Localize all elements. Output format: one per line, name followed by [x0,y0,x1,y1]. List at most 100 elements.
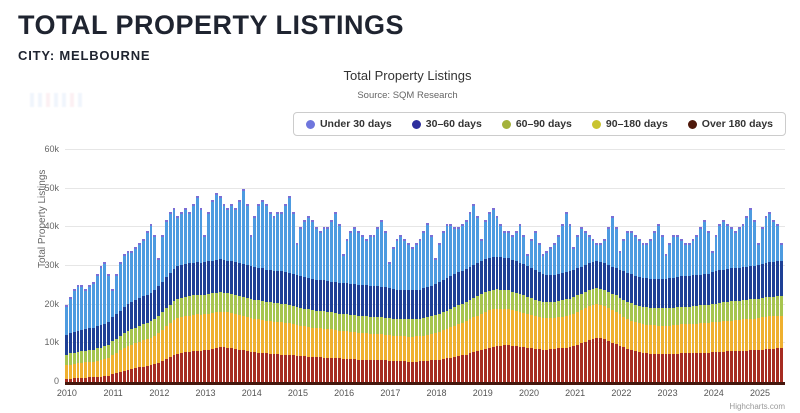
column-segment[interactable] [287,354,291,382]
column-segment[interactable] [779,242,783,262]
column-segment[interactable] [583,231,587,265]
column-segment[interactable] [199,295,203,315]
column-segment[interactable] [76,363,80,379]
column-segment[interactable] [326,312,330,330]
column-segment[interactable] [622,347,626,382]
column-segment[interactable] [753,266,756,300]
column-segment[interactable] [318,310,322,329]
column-segment[interactable] [580,266,583,294]
column-segment[interactable] [480,313,483,350]
column-segment[interactable] [603,339,606,382]
column-segment[interactable] [472,204,476,265]
column-segment[interactable] [753,219,756,267]
column-segment[interactable] [518,346,522,382]
column-segment[interactable] [518,223,522,263]
column-segment[interactable] [683,353,687,382]
column-segment[interactable] [268,211,272,270]
column-segment[interactable] [706,304,710,323]
column-segment[interactable] [341,254,345,284]
column-segment[interactable] [468,211,472,267]
column-segment[interactable] [157,258,161,287]
column-segment[interactable] [695,274,699,306]
column-segment[interactable] [722,302,726,322]
column-segment[interactable] [280,271,284,304]
column-segment[interactable] [199,314,203,352]
column-segment[interactable] [264,320,268,354]
column-segment[interactable] [514,310,518,347]
column-segment[interactable] [445,223,449,279]
column-segment[interactable] [691,274,695,306]
column-segment[interactable] [253,352,257,382]
column-segment[interactable] [65,365,68,379]
column-segment[interactable] [65,304,68,336]
column-segment[interactable] [630,320,633,351]
column-segment[interactable] [599,338,603,382]
column-segment[interactable] [760,227,764,265]
column-segment[interactable] [737,300,741,321]
column-segment[interactable] [599,304,603,339]
column-segment[interactable] [606,264,610,292]
column-segment[interactable] [103,323,107,347]
column-segment[interactable] [357,332,360,360]
column-segment[interactable] [476,315,480,352]
column-segment[interactable] [153,235,157,291]
column-segment[interactable] [468,319,472,354]
column-segment[interactable] [372,316,376,334]
column-segment[interactable] [768,316,772,349]
column-segment[interactable] [172,208,176,269]
column-segment[interactable] [284,354,287,382]
column-segment[interactable] [741,319,745,351]
column-segment[interactable] [111,341,114,355]
column-segment[interactable] [541,349,545,382]
column-segment[interactable] [287,305,291,324]
column-segment[interactable] [218,311,222,348]
column-segment[interactable] [337,330,341,359]
column-segment[interactable] [576,312,580,345]
column-segment[interactable] [610,266,614,294]
column-segment[interactable] [487,310,491,348]
column-segment[interactable] [660,354,664,382]
column-segment[interactable] [557,235,560,275]
column-segment[interactable] [184,296,187,316]
column-segment[interactable] [203,294,207,314]
column-segment[interactable] [91,377,95,382]
column-segment[interactable] [380,317,384,335]
column-segment[interactable] [218,196,222,260]
column-segment[interactable] [760,264,764,299]
legend-item-5[interactable]: Over 180 days [687,118,773,130]
column-segment[interactable] [191,314,195,352]
column-segment[interactable] [741,267,745,301]
column-segment[interactable] [203,350,207,382]
column-segment[interactable] [460,322,464,356]
column-segment[interactable] [460,270,464,304]
column-segment[interactable] [426,334,430,361]
column-segment[interactable] [710,250,714,273]
column-segment[interactable] [157,362,161,382]
column-segment[interactable] [614,295,618,313]
column-segment[interactable] [145,339,149,366]
column-segment[interactable] [249,266,253,300]
column-segment[interactable] [691,238,695,275]
column-segment[interactable] [422,335,426,362]
column-segment[interactable] [568,315,572,348]
column-segment[interactable] [560,316,564,348]
column-segment[interactable] [207,294,211,314]
column-segment[interactable] [726,351,729,382]
column-segment[interactable] [261,301,264,320]
column-segment[interactable] [726,223,729,269]
column-segment[interactable] [99,325,103,348]
column-segment[interactable] [353,284,357,316]
column-segment[interactable] [710,303,714,323]
column-segment[interactable] [434,359,437,382]
column-segment[interactable] [549,318,553,350]
column-segment[interactable] [322,357,326,382]
column-segment[interactable] [103,376,107,382]
column-segment[interactable] [626,301,630,319]
column-segment[interactable] [65,335,68,355]
column-segment[interactable] [526,296,530,315]
column-segment[interactable] [261,319,264,353]
column-segment[interactable] [149,365,153,382]
column-segment[interactable] [576,295,580,313]
column-segment[interactable] [114,273,118,314]
column-segment[interactable] [572,246,576,270]
